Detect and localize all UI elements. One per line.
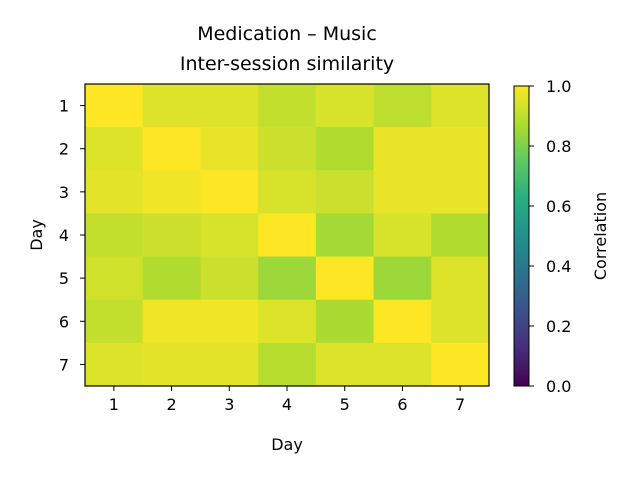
heatmap-cell [258,127,317,171]
heatmap-cell [85,84,144,128]
y-axis-ticks: 1 2 3 4 5 6 7 [59,97,85,374]
heatmap-cell [315,299,375,344]
heatmap-cell [85,342,144,387]
x-tick-label: 1 [109,395,119,414]
heatmap-cell [200,127,259,171]
heatmap-cell [315,213,375,258]
heatmap-cell [373,84,432,128]
heatmap-cell [85,256,144,301]
heatmap-cell [373,299,432,344]
heatmap-cell [315,127,375,171]
heatmap-cell [315,342,375,387]
x-tick-label: 2 [166,395,176,414]
heatmap-cells [85,84,490,387]
heatmap-cell [142,342,201,387]
x-axis-label: Day [271,435,303,454]
y-tick-label: 1 [59,97,69,116]
heatmap-cell [431,256,490,301]
heatmap-cell [373,213,432,258]
heatmap-cell [200,342,259,387]
heatmap-cell [258,342,317,387]
heatmap-cell [373,256,432,301]
x-tick-label: 6 [397,395,407,414]
heatmap-cell [431,299,490,344]
heatmap-cell [142,84,201,128]
heatmap-cell [431,213,490,258]
colorbar-tick-label: 0.6 [546,197,571,216]
colorbar-tick-label: 1.0 [546,77,571,96]
heatmap-cell [142,170,201,214]
chart-title-line-1: Medication – Music [197,23,377,45]
heatmap-cell [258,213,317,258]
y-tick-label: 2 [59,140,69,159]
heatmap-cell [142,256,201,301]
x-axis-ticks: 1 2 3 4 5 6 7 [109,386,465,414]
colorbar-tick-label: 0.2 [546,317,571,336]
x-tick-label: 7 [455,395,465,414]
x-tick-label: 3 [224,395,234,414]
heatmap-cell [85,299,144,344]
x-tick-label: 4 [282,395,292,414]
colorbar-ticks: 0.0 0.2 0.4 0.6 0.8 1.0 [529,77,571,396]
heatmap-cell [200,256,259,301]
heatmap-cell [315,170,375,214]
heatmap-cell [200,170,259,214]
colorbar-tick-label: 0.8 [546,137,571,156]
heatmap-cell [258,84,317,128]
heatmap-cell [431,84,490,128]
y-tick-label: 3 [59,183,69,202]
heatmap-cell [142,299,201,344]
heatmap-cell [142,127,201,171]
heatmap-cell [258,299,317,344]
heatmap-cell [85,127,144,171]
colorbar-label: Correlation [591,192,610,280]
heatmap-cell [85,170,144,214]
colorbar-tick-label: 0.0 [546,377,571,396]
heatmap-cell [85,213,144,258]
y-tick-label: 7 [59,355,69,374]
heatmap-cell [200,213,259,258]
heatmap-cell [258,256,317,301]
colorbar [513,85,530,387]
heatmap-cell [373,170,432,214]
heatmap-cell [315,84,375,128]
y-tick-label: 5 [59,269,69,288]
heatmap-cell [142,213,201,258]
x-tick-label: 5 [340,395,350,414]
heatmap-cell [200,84,259,128]
heatmap-cell [373,127,432,171]
heatmap-cell [431,127,490,171]
chart-title-line-2: Inter-session similarity [180,53,394,75]
y-tick-label: 4 [59,226,69,245]
heatmap-cell [373,342,432,387]
heatmap-cell [431,170,490,214]
colorbar-tick-label: 0.4 [546,257,571,276]
y-tick-label: 6 [59,312,69,331]
heatmap-cell [258,170,317,214]
y-axis-label: Day [27,219,46,251]
heatmap-cell [315,256,375,301]
heatmap-cell [200,299,259,344]
heatmap-cell [431,342,490,387]
